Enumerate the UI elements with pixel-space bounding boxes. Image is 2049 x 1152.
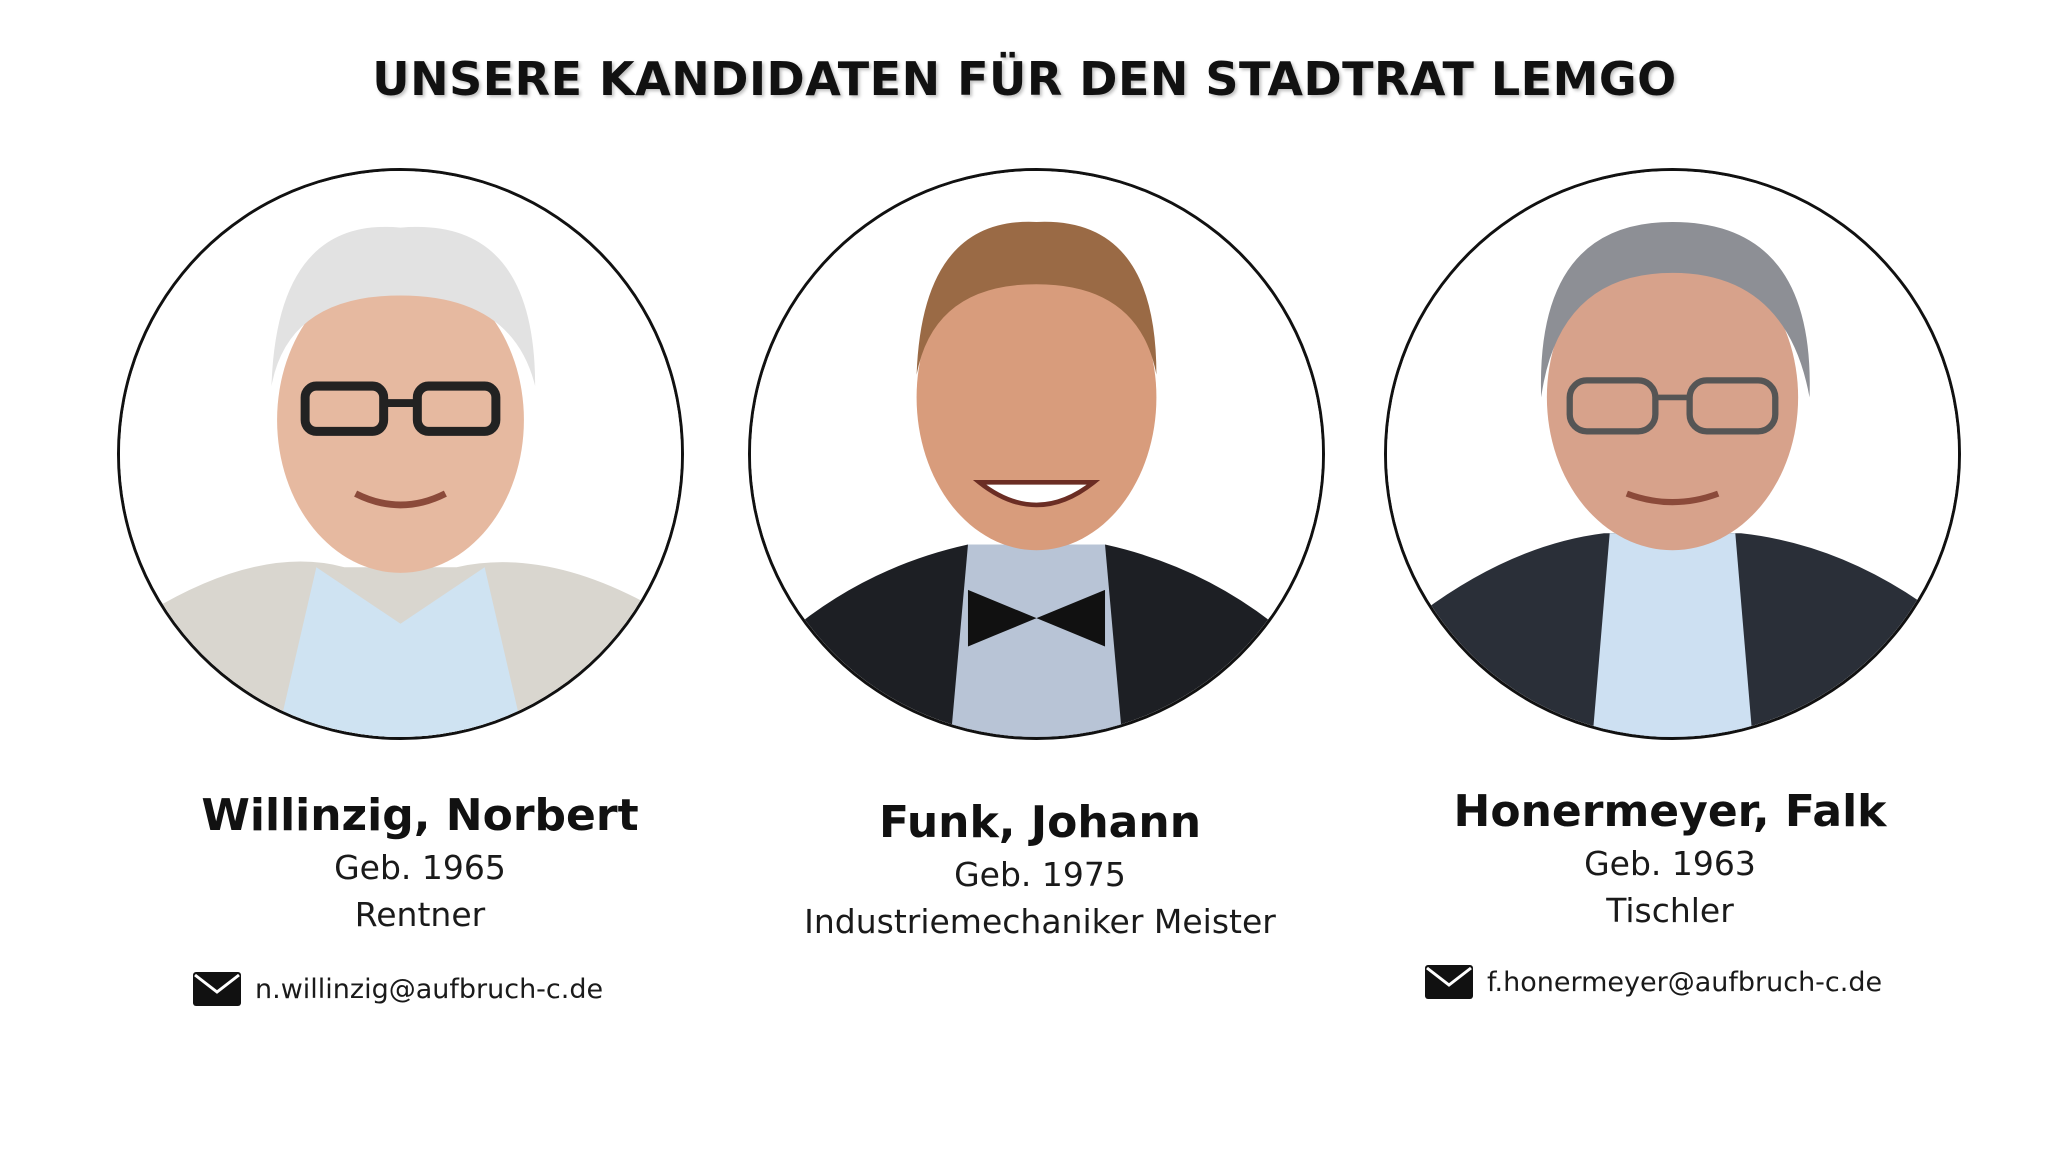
candidate-name: Funk, Johann (878, 797, 1202, 848)
candidate-email-row[interactable]: n.willinzig@aufbruch-c.de (193, 972, 603, 1006)
envelope-icon (193, 972, 241, 1006)
candidate-email[interactable]: f.honermeyer@aufbruch-c.de (1487, 966, 1883, 998)
candidate-occupation: Industriemechaniker Meister (804, 902, 1276, 941)
candidate-name: Honermeyer, Falk (1453, 786, 1887, 837)
envelope-icon (1425, 965, 1473, 999)
candidate-name: Willinzig, Norbert (201, 790, 639, 841)
candidate-email-row[interactable]: f.honermeyer@aufbruch-c.de (1425, 965, 1882, 999)
candidate-birth: Geb. 1965 (334, 848, 506, 887)
candidate-birth: Geb. 1963 (1584, 844, 1756, 883)
candidate-occupation: Tischler (1606, 891, 1734, 930)
candidate-occupation: Rentner (354, 895, 486, 934)
candidate-photo-willinzig (117, 168, 684, 740)
page-title: UNSERE KANDIDATEN FÜR DEN STADTRAT LEMGO (372, 52, 1677, 106)
candidate-email[interactable]: n.willinzig@aufbruch-c.de (255, 973, 604, 1005)
candidate-photo-funk (748, 168, 1325, 740)
candidate-photo-honermeyer (1384, 168, 1961, 740)
candidate-birth: Geb. 1975 (954, 855, 1126, 894)
